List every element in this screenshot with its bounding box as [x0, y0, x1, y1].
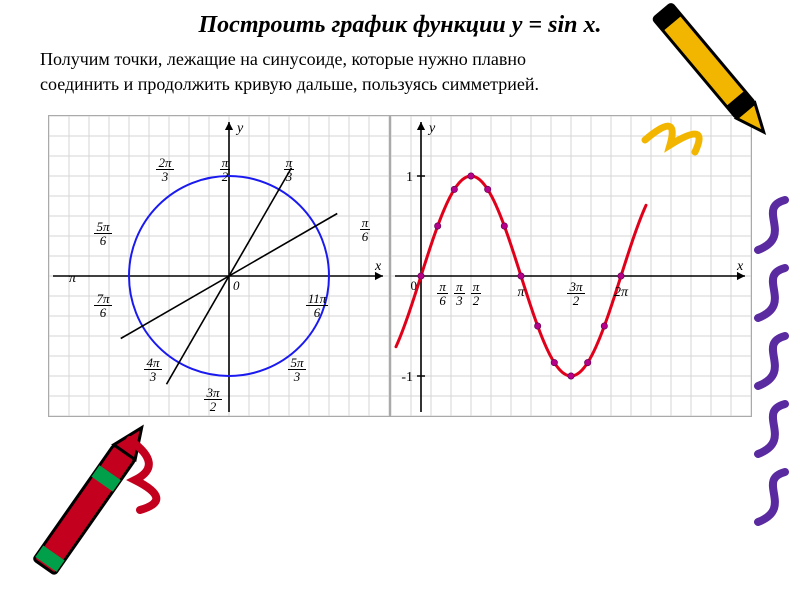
svg-text:π: π: [69, 271, 77, 286]
svg-text:x: x: [736, 259, 744, 274]
svg-text:x: x: [374, 259, 382, 274]
unit-circle-plot: 0xyπ6π3π22π35π6π7π64π33π25π311π6: [48, 115, 390, 417]
crayon-red-icon: [0, 410, 190, 600]
sine-plot: xy01-1π6π3π2π3π22π: [390, 115, 752, 417]
sine-svg: xy01-1π6π3π2π3π22π: [391, 116, 751, 416]
page-title: Построить график функции y = sin x.: [0, 0, 800, 39]
page-subtitle: Получим точки, лежащие на синусоиде, кот…: [0, 39, 800, 97]
svg-text:0: 0: [233, 278, 240, 293]
unit-circle-svg: 0xyπ6π3π22π35π6π7π64π33π25π311π6: [49, 116, 389, 416]
svg-text:y: y: [235, 121, 244, 136]
svg-text:1: 1: [406, 170, 413, 185]
svg-text:2π: 2π: [614, 285, 629, 300]
subtitle-line-1: Получим точки, лежащие на синусоиде, кот…: [40, 49, 526, 69]
plots-row: 0xyπ6π3π22π35π6π7π64π33π25π311π6 xy01-1π…: [0, 115, 800, 417]
subtitle-line-2: соединить и продолжить кривую дальше, по…: [40, 74, 539, 94]
svg-text:-1: -1: [401, 370, 413, 385]
svg-text:y: y: [427, 121, 436, 136]
svg-text:π: π: [517, 285, 525, 300]
